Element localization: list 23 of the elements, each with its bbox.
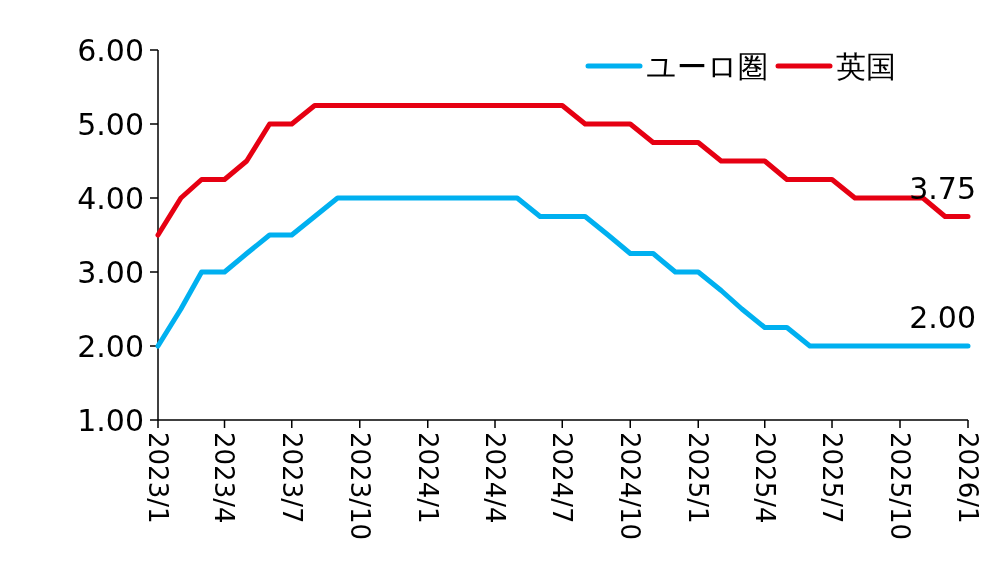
legend-label: ユーロ圏 bbox=[646, 48, 768, 84]
x-tick-label: 2025/1 bbox=[683, 432, 714, 524]
y-tick-label: 1.00 bbox=[77, 402, 144, 438]
x-tick-label: 2023/10 bbox=[344, 432, 375, 541]
legend-label: 英国 bbox=[836, 48, 896, 84]
annotation: 2.00 bbox=[909, 300, 976, 335]
x-tick-label: 2025/7 bbox=[816, 432, 847, 524]
x-tick-label: 2024/10 bbox=[615, 432, 646, 541]
annotation: 3.75 bbox=[909, 170, 976, 206]
x-tick-label: 2023/7 bbox=[276, 432, 307, 524]
x-tick-label: 2023/1 bbox=[142, 432, 173, 524]
x-tick-label: 2024/1 bbox=[412, 432, 443, 524]
y-tick-label: 2.00 bbox=[77, 328, 144, 364]
x-tick-label: 2026/1 bbox=[952, 432, 983, 524]
y-tick-label: 4.00 bbox=[77, 180, 144, 216]
x-tick-label: 2024/7 bbox=[547, 432, 578, 524]
x-tick-label: 2025/10 bbox=[884, 432, 915, 541]
x-tick-label: 2024/4 bbox=[479, 432, 510, 524]
y-tick-label: 3.00 bbox=[77, 254, 144, 290]
y-tick-label: 6.00 bbox=[77, 32, 144, 68]
x-tick-label: 2023/4 bbox=[209, 432, 240, 524]
y-tick-label: 5.00 bbox=[77, 106, 144, 142]
x-tick-label: 2025/4 bbox=[749, 432, 780, 524]
